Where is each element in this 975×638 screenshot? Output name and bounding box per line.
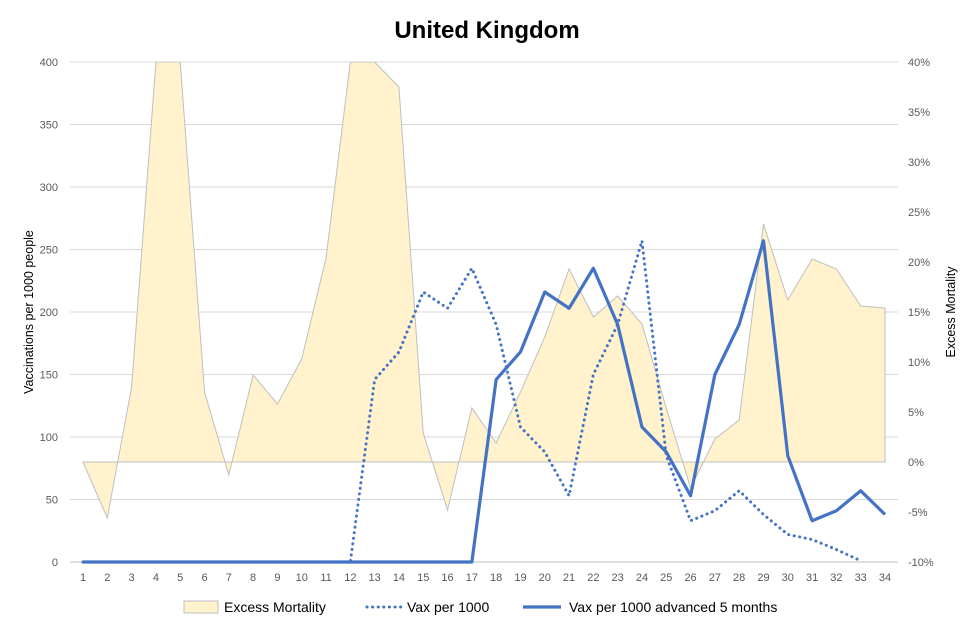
x-tick-label: 3: [129, 572, 135, 584]
x-tick-label: 6: [201, 572, 207, 584]
x-tick-label: 5: [177, 572, 183, 584]
y-right-tick-label: 0%: [908, 457, 924, 469]
y-left-tick-label: 300: [40, 182, 58, 194]
x-tick-label: 13: [369, 572, 381, 584]
x-tick-label: 14: [393, 572, 405, 584]
chart-title: United Kingdom: [394, 17, 579, 44]
x-tick-label: 22: [587, 572, 599, 584]
x-tick-label: 25: [660, 572, 672, 584]
x-tick-label: 33: [855, 572, 867, 584]
legend-vax-advanced-label: Vax per 1000 advanced 5 months: [569, 599, 777, 615]
x-tick-label: 9: [274, 572, 280, 584]
x-tick-label: 12: [344, 572, 356, 584]
y-right-tick-label: 5%: [908, 407, 924, 419]
axis-layer: 050100150200250300350400-10%-5%0%5%10%15…: [40, 57, 934, 584]
x-tick-label: 23: [612, 572, 624, 584]
y-right-tick-label: 40%: [908, 57, 930, 69]
y-right-tick-label: 25%: [908, 207, 930, 219]
y-right-tick-label: 30%: [908, 157, 930, 169]
y-left-tick-label: 100: [40, 432, 58, 444]
excess-mortality-area: [82, 62, 886, 520]
x-tick-label: 11: [320, 572, 331, 584]
y-axis-right-label: Excess Mortality: [944, 266, 958, 358]
x-tick-label: 8: [250, 572, 256, 584]
x-tick-label: 32: [830, 572, 842, 584]
x-tick-label: 19: [514, 572, 526, 584]
legend-vax-per-1000-label: Vax per 1000: [407, 599, 489, 615]
y-left-tick-label: 50: [46, 495, 58, 507]
x-tick-label: 29: [757, 572, 769, 584]
x-tick-label: 30: [782, 572, 794, 584]
x-tick-label: 21: [563, 572, 575, 584]
y-right-tick-label: 20%: [908, 257, 930, 269]
legend-excess-mortality-swatch: [183, 600, 219, 614]
x-tick-label: 7: [226, 572, 232, 584]
y-left-tick-label: 350: [40, 120, 58, 132]
x-tick-label: 17: [466, 572, 478, 584]
y-right-tick-label: -10%: [908, 557, 934, 569]
x-tick-label: 20: [539, 572, 551, 584]
x-tick-label: 1: [80, 572, 86, 584]
y-left-tick-label: 200: [40, 307, 58, 319]
x-tick-label: 34: [879, 572, 891, 584]
x-tick-label: 26: [684, 572, 696, 584]
x-tick-label: 16: [441, 572, 453, 584]
line-series-layer: [81, 239, 887, 564]
y-left-tick-label: 400: [40, 57, 58, 69]
y-right-tick-label: -5%: [908, 507, 928, 519]
y-left-tick-label: 250: [40, 245, 58, 257]
vax-advanced-line: [83, 239, 887, 564]
y-axis-left-label: Vaccinations per 1000 people: [22, 230, 36, 394]
y-right-tick-label: 15%: [908, 307, 930, 319]
x-tick-label: 28: [733, 572, 745, 584]
x-tick-label: 15: [417, 572, 429, 584]
legend: Excess Mortality Vax per 1000 Vax per 1000…: [183, 599, 777, 615]
x-tick-label: 4: [153, 572, 159, 584]
y-right-tick-label: 10%: [908, 357, 930, 369]
y-left-tick-label: 150: [40, 370, 58, 382]
x-tick-label: 27: [709, 572, 721, 584]
legend-excess-mortality-label: Excess Mortality: [224, 599, 326, 615]
x-tick-label: 18: [490, 572, 502, 584]
x-tick-label: 24: [636, 572, 648, 584]
x-tick-label: 10: [296, 572, 308, 584]
y-right-tick-label: 35%: [908, 107, 930, 119]
x-tick-label: 2: [104, 572, 110, 584]
x-tick-label: 31: [806, 572, 818, 584]
y-left-tick-label: 0: [52, 557, 58, 569]
area-series-layer: [82, 62, 886, 520]
